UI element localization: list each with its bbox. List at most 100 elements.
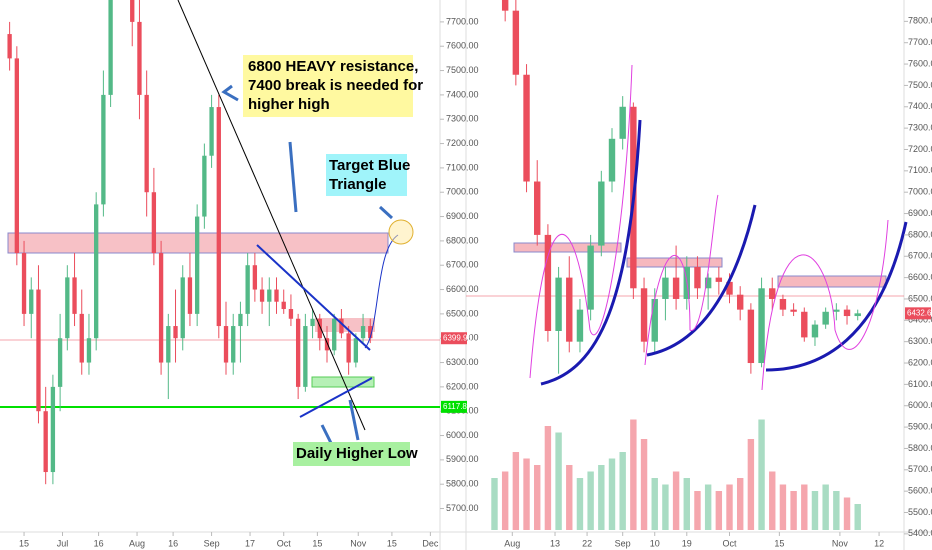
candle-body	[267, 289, 272, 302]
candle-body	[50, 386, 56, 473]
volume-bar	[694, 491, 701, 530]
x-tick-label: Jul	[57, 538, 69, 548]
price-label: 6117.87	[443, 402, 472, 411]
volume-bar	[555, 432, 562, 530]
candle-body	[14, 58, 19, 254]
y-tick-label: 6900.00	[908, 208, 932, 218]
volume-bar	[512, 452, 520, 530]
candle-body	[101, 94, 106, 205]
y-tick-label: 7000.00	[908, 187, 932, 197]
volume-bar	[854, 504, 861, 530]
x-tick-label: 15	[387, 538, 397, 548]
curve	[761, 219, 889, 391]
candle-body	[86, 338, 92, 363]
volume-bar	[683, 478, 690, 530]
y-tick-label: 7700.00	[908, 37, 932, 47]
volume-bar	[544, 426, 552, 530]
y-tick-label: 7100.00	[908, 165, 932, 175]
x-tick-label: Dec	[422, 538, 439, 548]
candle-body	[180, 277, 185, 339]
curve	[646, 204, 757, 357]
candle-body	[303, 326, 308, 387]
y-tick-label: 6900.00	[446, 211, 479, 221]
candle-body	[833, 309, 840, 312]
candle-body	[662, 277, 669, 299]
y-tick-label: 7300.00	[908, 123, 932, 133]
price-label-box	[441, 400, 467, 413]
candle-body	[576, 309, 584, 342]
volume-bar	[758, 419, 765, 530]
volume-bar	[811, 491, 819, 530]
candle-body	[566, 277, 573, 342]
y-tick-label: 7200.00	[908, 144, 932, 154]
y-tick-label: 5800.00	[908, 443, 932, 453]
volume-bar	[587, 471, 594, 530]
x-tick-label: 22	[582, 538, 592, 548]
x-tick-label: 16	[94, 538, 104, 548]
volume-bar	[790, 491, 797, 530]
candle-body	[353, 338, 359, 363]
resistance-zone	[315, 318, 375, 332]
drawings: 6800 HEAVY resistance, 7400 break is nee…	[177, 0, 908, 466]
candle-body	[130, 0, 135, 22]
volume-bar	[769, 471, 776, 530]
candle-body	[587, 245, 594, 310]
candle-body	[790, 309, 797, 312]
candle-body	[238, 313, 243, 327]
volume-bar	[598, 465, 605, 530]
x-tick-label: 16	[168, 538, 178, 548]
candle-body	[619, 106, 626, 139]
volume-bar	[651, 478, 658, 530]
candle-body	[57, 338, 63, 387]
candle-body	[209, 107, 214, 156]
candle-body	[346, 333, 351, 363]
annotation: Target Blue	[329, 157, 410, 174]
volume-bar	[843, 497, 851, 530]
candle-body	[758, 288, 765, 364]
candle-body	[747, 309, 755, 364]
candle-body	[310, 318, 315, 327]
annotation: 6800 HEAVY resistance,	[248, 58, 418, 75]
volume-bar	[640, 439, 648, 530]
candle-body	[79, 313, 84, 363]
right-plot	[466, 0, 904, 530]
y-tick-label: 5900.00	[446, 454, 479, 464]
volume-bar	[662, 484, 669, 530]
arrow	[348, 399, 360, 441]
resistance-zone	[777, 275, 887, 288]
price-label: 6399.96	[443, 333, 472, 342]
candle-body	[801, 311, 808, 338]
candle-body	[288, 309, 294, 319]
candle-body	[332, 318, 337, 351]
x-tick-label: 15	[312, 538, 322, 548]
candle-body	[187, 277, 193, 314]
x-tick-label: Oct	[723, 538, 738, 548]
volume-bar	[715, 491, 723, 530]
y-tick-label: 5700.00	[908, 464, 932, 474]
candle-body	[7, 34, 12, 59]
y-tick-label: 7600.00	[446, 41, 479, 51]
candle-body	[252, 265, 258, 290]
candle-body	[231, 326, 236, 363]
candle-body	[769, 288, 776, 299]
volume-bar	[630, 419, 637, 530]
support-zone	[311, 376, 375, 388]
candle-body	[608, 138, 616, 182]
x-tick-label: 17	[245, 538, 255, 548]
trend-line	[177, 0, 366, 431]
curve	[644, 194, 719, 366]
candle-body	[72, 277, 77, 314]
arrow	[320, 424, 334, 446]
y-tick-label: 7500.00	[908, 80, 932, 90]
candle-body	[736, 294, 744, 310]
volume-bar	[534, 465, 541, 530]
price-label: 6432.64	[907, 308, 932, 317]
volume-bar	[704, 484, 712, 530]
y-tick-label: 6200.00	[908, 357, 932, 367]
annotation: higher high	[248, 96, 330, 113]
candle-body	[281, 301, 286, 310]
y-tick-label: 7100.00	[446, 162, 479, 172]
y-tick-label: 6000.00	[908, 400, 932, 410]
candle-body	[94, 204, 99, 339]
curve	[529, 64, 633, 379]
